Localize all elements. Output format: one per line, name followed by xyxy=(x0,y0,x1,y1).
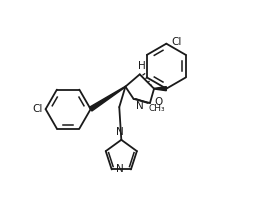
Polygon shape xyxy=(89,86,126,111)
Text: N: N xyxy=(136,101,143,111)
Text: O: O xyxy=(154,97,162,107)
Polygon shape xyxy=(154,87,166,91)
Text: N: N xyxy=(116,164,124,174)
Text: N: N xyxy=(116,127,124,137)
Text: Cl: Cl xyxy=(32,104,42,114)
Text: Cl: Cl xyxy=(171,37,182,47)
Text: H: H xyxy=(138,61,146,71)
Text: CH₃: CH₃ xyxy=(149,104,166,113)
